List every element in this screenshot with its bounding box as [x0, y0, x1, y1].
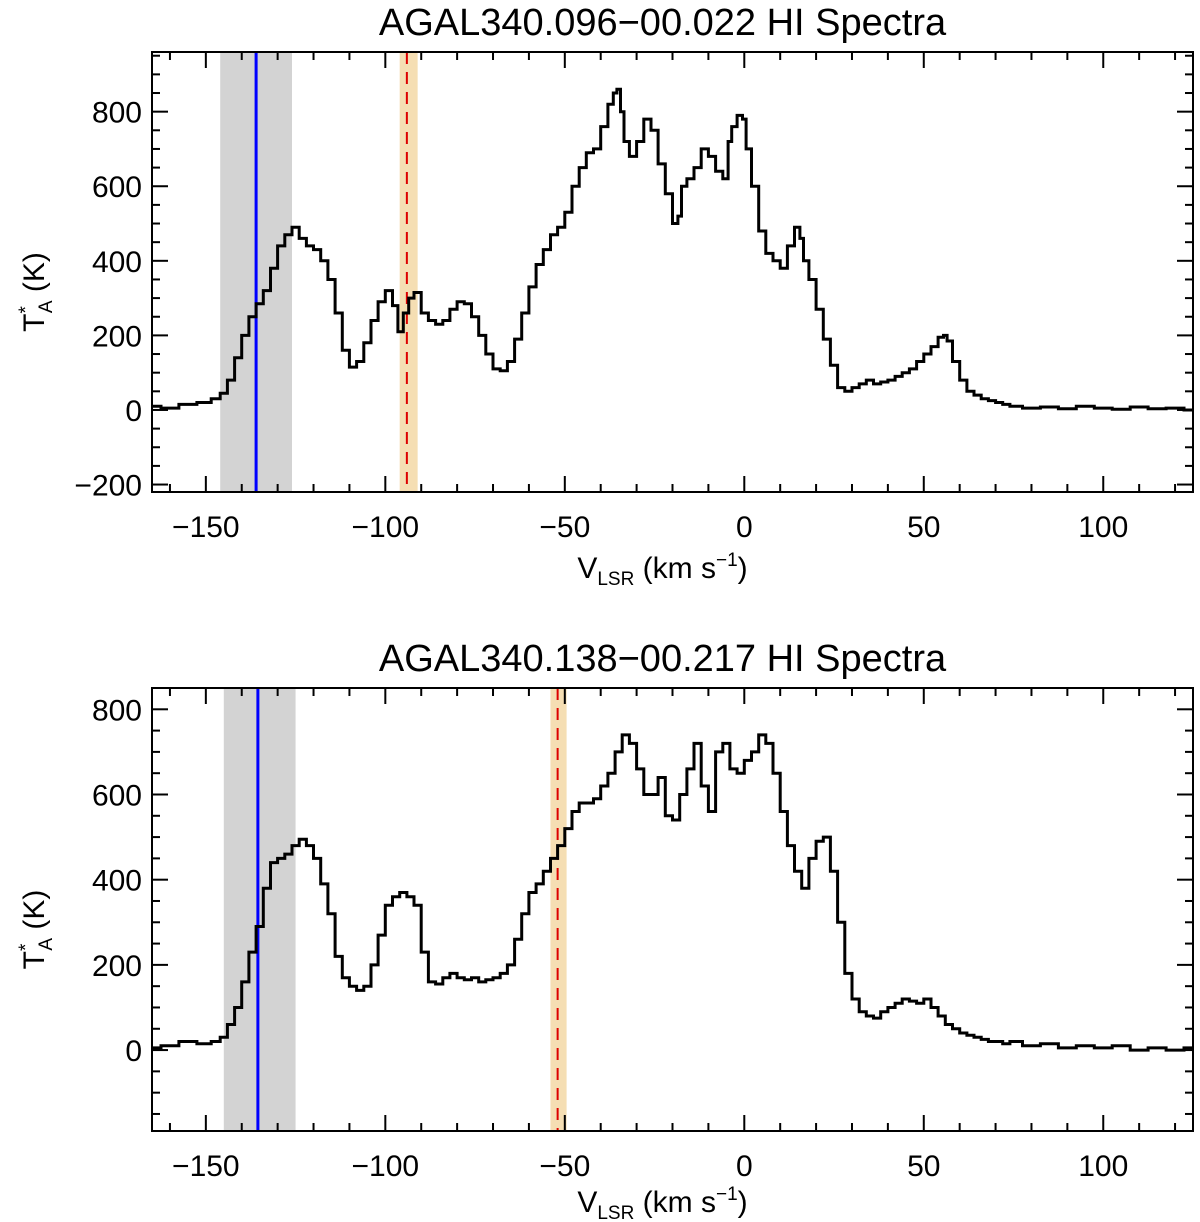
x-label-main: V	[577, 1186, 597, 1219]
x-label-main: V	[577, 552, 597, 585]
chart-title: AGAL340.138−00.217 HI Spectra	[379, 638, 947, 680]
x-tick-label: 50	[907, 1150, 940, 1183]
x-label-units: (km s	[634, 552, 716, 585]
orange-velocity-band	[399, 52, 418, 492]
x-axis-label: VLSR (km s−1)	[577, 1184, 747, 1222]
chart-title: AGAL340.096−00.022 HI Spectra	[379, 2, 947, 44]
x-tick-label: 100	[1078, 1150, 1128, 1183]
y-label-main: T	[18, 314, 51, 332]
x-tick-label: −50	[539, 1150, 590, 1183]
y-label-units: (K)	[18, 252, 51, 300]
y-label-superscript: *	[16, 306, 37, 314]
plot-area	[152, 688, 1193, 1131]
bottom-spectrum-panel: −150 −100 −50 0 50 100 0 200 400 600 800 AGAL340.13…	[16, 638, 1194, 1222]
y-axis-label: T*A (K)	[16, 252, 57, 332]
x-tick-label: −50	[539, 511, 590, 544]
y-tick-label: 600	[92, 171, 142, 204]
x-label-superscript: −1	[716, 1184, 738, 1205]
y-tick-label: 600	[92, 779, 142, 812]
x-tick-label: 100	[1078, 511, 1128, 544]
plot-area	[152, 52, 1193, 492]
y-tick-label: 0	[125, 395, 142, 428]
x-label-subscript: LSR	[597, 569, 634, 590]
plot-frame	[151, 687, 1194, 1132]
x-label-superscript: −1	[716, 550, 738, 571]
x-tick-label: −150	[172, 511, 240, 544]
x-label-units: (km s	[634, 1186, 716, 1219]
x-tick-label: 50	[907, 511, 940, 544]
plot-frame	[151, 51, 1194, 493]
x-tick-label: 0	[736, 511, 753, 544]
x-label-end: )	[738, 1186, 748, 1219]
top-spectrum-panel: −150 −100 −50 0 50 100 −200 0 200 400 600 800 AGAL34…	[16, 2, 1194, 590]
y-axis-label: T*A (K)	[16, 890, 57, 970]
y-tick-label: 200	[92, 320, 142, 353]
x-tick-label: −150	[172, 1150, 240, 1183]
x-label-subscript: LSR	[597, 1203, 634, 1222]
gray-velocity-band	[223, 688, 296, 1131]
x-label-end: )	[738, 552, 748, 585]
y-tick-label: −200	[74, 470, 142, 503]
y-tick-label: 0	[125, 1035, 142, 1068]
x-tick-label: 0	[736, 1150, 753, 1183]
x-tick-label: −100	[352, 511, 420, 544]
y-tick-label: 800	[92, 97, 142, 130]
x-axis-label: VLSR (km s−1)	[577, 550, 747, 590]
y-label-units: (K)	[18, 890, 51, 938]
hi-spectrum-line	[152, 87, 1193, 412]
x-tick-label: −100	[352, 1150, 420, 1183]
y-tick-label: 400	[92, 246, 142, 279]
y-label-subscript: A	[36, 300, 57, 313]
y-label-superscript: *	[16, 943, 37, 951]
y-tick-label: 400	[92, 865, 142, 898]
y-label-main: T	[18, 951, 51, 969]
y-tick-label: 800	[92, 694, 142, 727]
y-tick-label: 200	[92, 950, 142, 983]
hi-spectrum-line	[152, 733, 1193, 1052]
y-label-subscript: A	[36, 938, 57, 951]
